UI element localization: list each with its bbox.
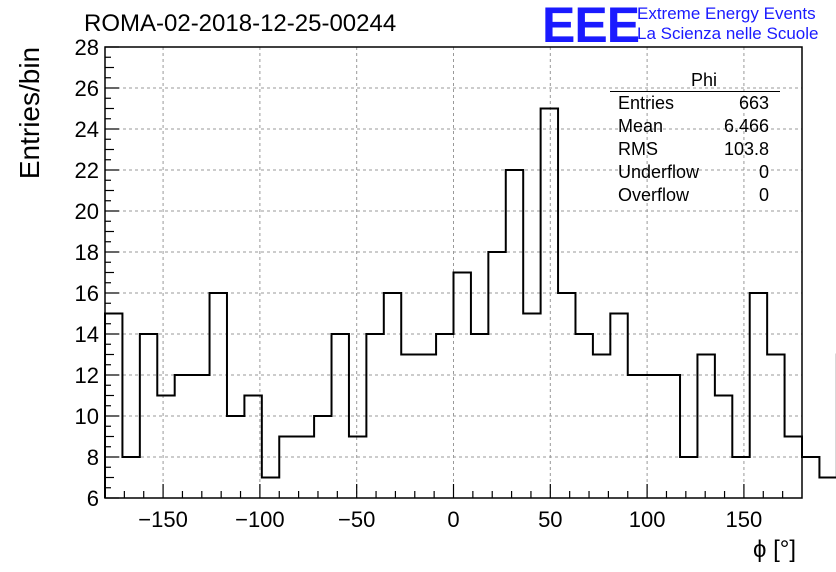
x-tick-label: 100 — [629, 507, 666, 532]
histogram-bar — [471, 334, 488, 498]
histogram-bar — [297, 437, 314, 499]
stats-label: RMS — [618, 139, 658, 159]
y-tick-label: 26 — [75, 76, 99, 101]
histogram-bar — [628, 375, 645, 498]
histogram-bar — [401, 355, 418, 499]
y-tick-label: 10 — [75, 404, 99, 429]
stats-label: Underflow — [618, 162, 700, 182]
histogram-bar — [593, 355, 610, 499]
y-tick-label: 20 — [75, 199, 99, 224]
y-tick-label: 14 — [75, 322, 99, 347]
histogram-bar — [175, 375, 192, 498]
stats-label: Overflow — [618, 185, 690, 205]
x-tick-label: −50 — [338, 507, 375, 532]
histogram-bar — [384, 293, 401, 498]
y-tick-label: 16 — [75, 281, 99, 306]
stats-box: Phi Entries 663 Mean 6.466 RMS 103.8 Und… — [610, 70, 780, 207]
histogram-bar — [349, 437, 366, 499]
stats-row-overflow: Overflow 0 — [610, 184, 780, 207]
histogram-bar — [575, 334, 592, 498]
histogram-bar — [454, 273, 471, 499]
histogram-bar — [122, 457, 139, 498]
histogram-bar — [767, 355, 784, 499]
y-axis-ticks: 6 8 10 12 14 16 18 20 22 24 26 28 — [75, 35, 119, 511]
histogram-bar — [314, 416, 331, 498]
histogram-bar — [802, 457, 819, 498]
stats-row-entries: Entries 663 — [610, 92, 780, 115]
histogram-bar — [645, 375, 662, 498]
histogram-bar — [785, 437, 802, 499]
x-tick-label: 0 — [447, 507, 459, 532]
histogram-bar — [697, 355, 714, 499]
logo-line-2: La Scienza nelle Scuole — [637, 24, 819, 43]
y-tick-label: 24 — [75, 117, 99, 142]
histogram-bar — [244, 396, 261, 499]
x-axis-ticks: −150 −100 −50 0 50 100 150 — [123, 484, 784, 532]
stats-row-underflow: Underflow 0 — [610, 161, 780, 184]
chart-title: ROMA-02-2018-12-25-00244 — [84, 10, 397, 37]
stats-value: 0 — [758, 185, 769, 205]
stats-value: 0 — [758, 162, 769, 182]
y-tick-label: 28 — [75, 35, 99, 60]
histogram-bar — [488, 252, 505, 498]
y-tick-label: 18 — [75, 240, 99, 265]
logo-line-1: Extreme Energy Events — [637, 4, 816, 23]
x-tick-label: −150 — [138, 507, 188, 532]
y-tick-label: 6 — [87, 486, 99, 511]
stats-value: 6.466 — [723, 116, 769, 136]
x-tick-label: −100 — [235, 507, 285, 532]
y-tick-label: 8 — [87, 445, 99, 470]
stats-value: 103.8 — [723, 139, 769, 159]
histogram-bar — [157, 396, 174, 499]
y-tick-label: 12 — [75, 363, 99, 388]
histogram-bar — [541, 109, 558, 499]
histogram-bar — [558, 293, 575, 498]
x-axis-label: ϕ [°] — [753, 536, 797, 563]
y-tick-label: 22 — [75, 158, 99, 183]
histogram-bar — [419, 355, 436, 499]
histogram-bar — [227, 416, 244, 498]
stats-row-mean: Mean 6.466 — [610, 115, 780, 138]
eee-logo: EEE — [542, 0, 640, 53]
histogram-bar — [523, 314, 540, 499]
histogram-bar — [680, 457, 697, 498]
histogram-bar — [715, 396, 732, 499]
x-tick-label: 150 — [726, 507, 763, 532]
histogram-outline — [104, 107, 836, 498]
histogram-bar — [663, 375, 680, 498]
histogram-bar — [140, 334, 157, 498]
stats-label: Entries — [618, 93, 675, 113]
stats-title: Phi — [610, 70, 780, 92]
histogram-bar — [262, 478, 279, 499]
histogram-bar — [210, 293, 227, 498]
histogram-bar — [436, 334, 453, 498]
x-tick-label: 50 — [538, 507, 562, 532]
histogram-bar — [610, 314, 627, 499]
stats-label: Mean — [618, 116, 664, 136]
histogram-bar — [819, 478, 836, 499]
histogram-bar — [366, 334, 383, 498]
y-axis-label: Entries/bin — [14, 46, 45, 180]
stats-value: 663 — [738, 93, 769, 113]
histogram-bar — [732, 457, 749, 498]
histogram-bar — [750, 293, 767, 498]
histogram-bar — [192, 375, 209, 498]
stats-row-rms: RMS 103.8 — [610, 138, 780, 161]
histogram-bar — [332, 334, 349, 498]
histogram-bar — [279, 437, 296, 499]
histogram-bar — [506, 170, 523, 498]
